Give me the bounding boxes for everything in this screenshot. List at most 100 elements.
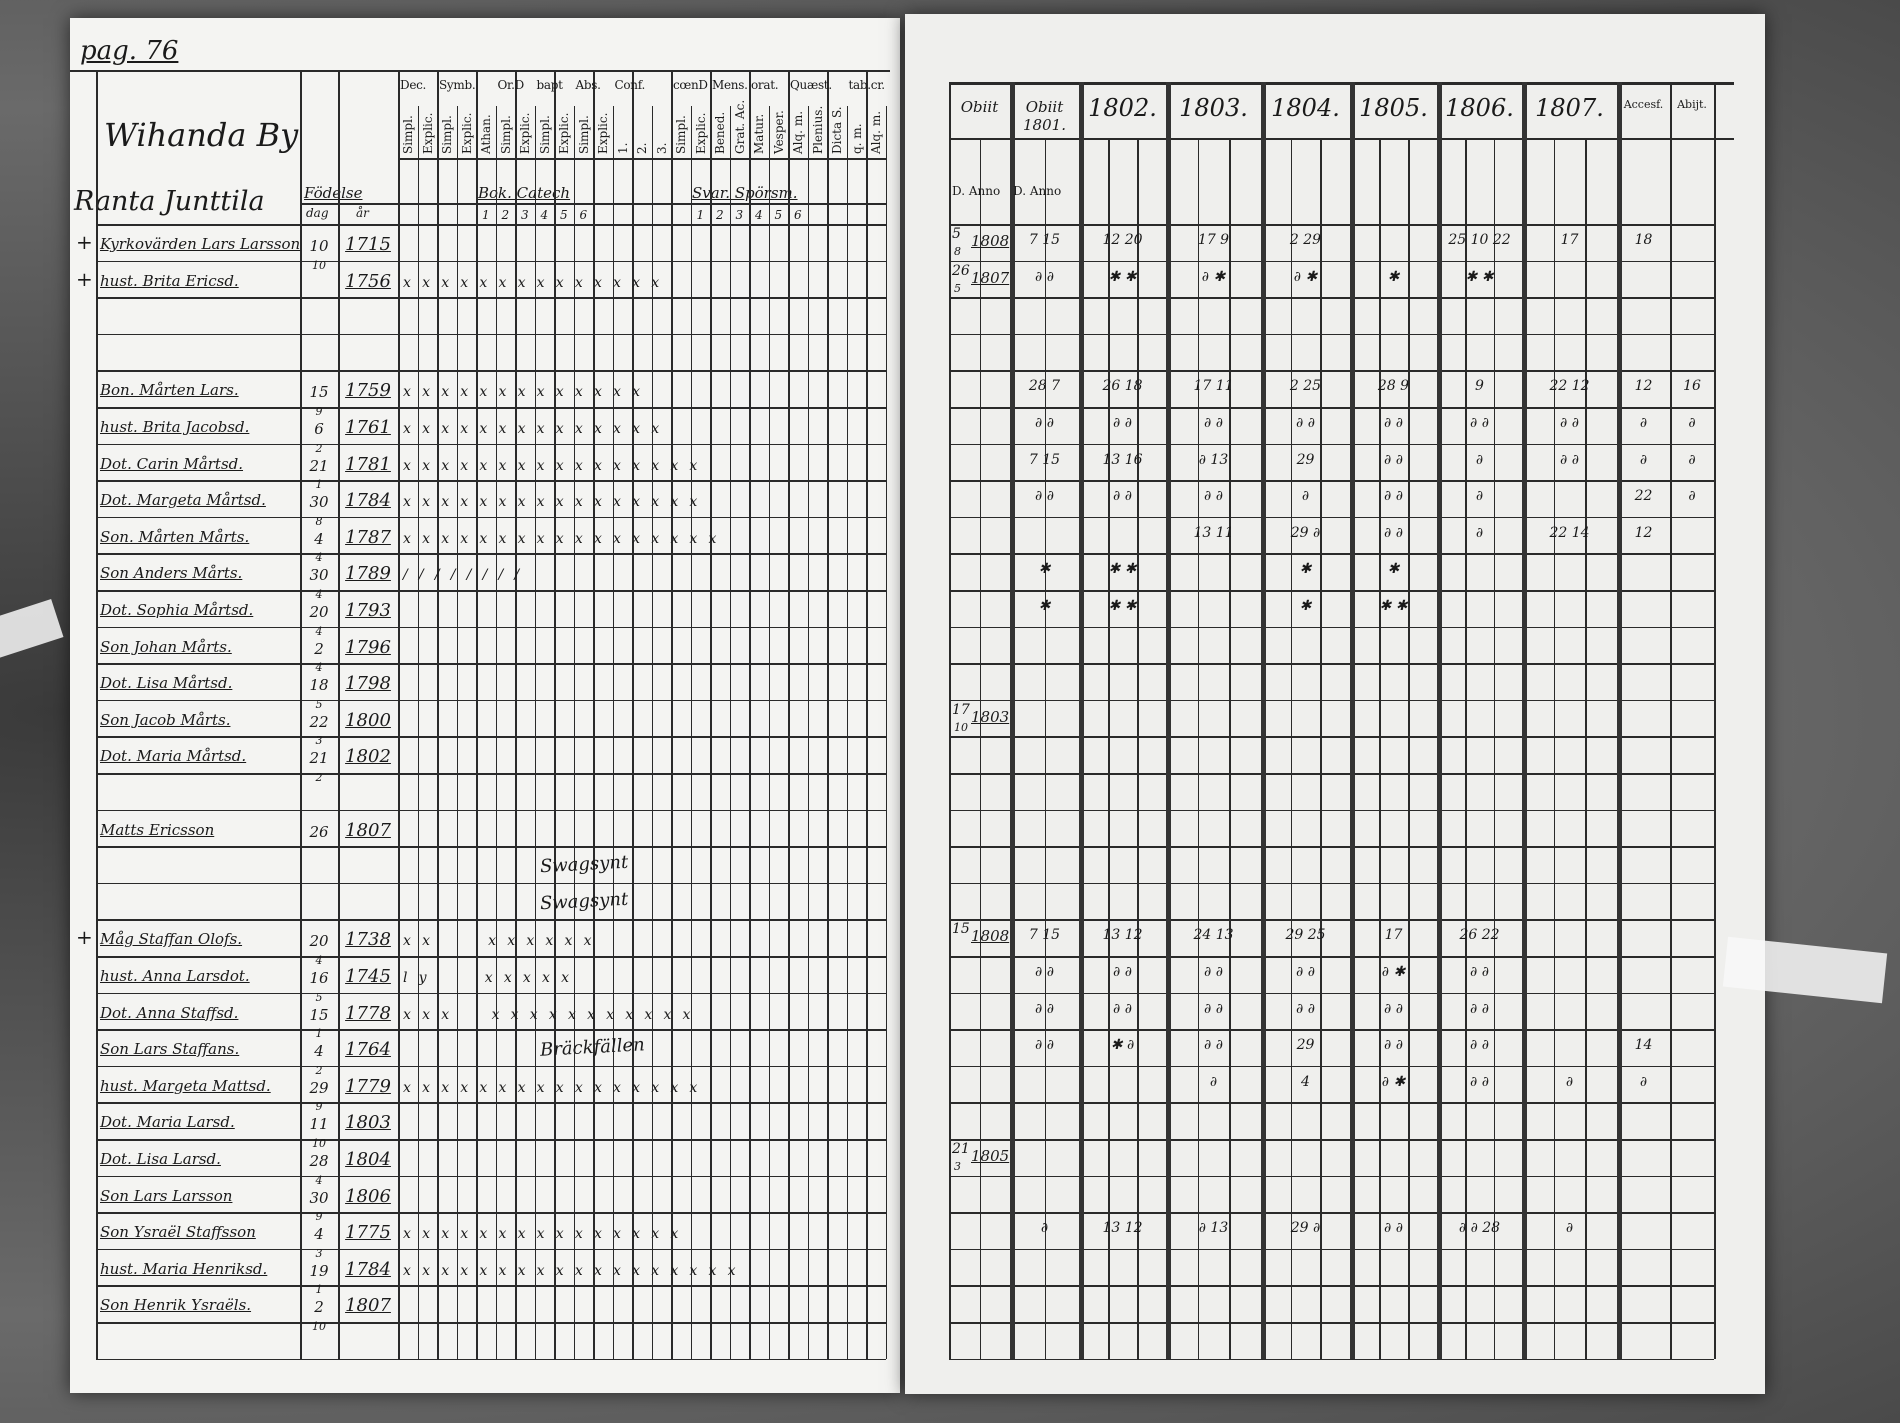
row-rule bbox=[949, 407, 1714, 409]
person-name: Son Henrik Ysraëls. bbox=[100, 1296, 252, 1315]
row-rule bbox=[96, 956, 886, 958]
birth-day: 30 bbox=[309, 493, 329, 512]
row-rule bbox=[949, 699, 1714, 702]
row-rule bbox=[96, 1139, 886, 1141]
table-row: Dot. Lisa Mårtsd. 18 4 1798 bbox=[70, 661, 886, 700]
column-rule bbox=[417, 106, 419, 1359]
table-row: 2 bbox=[70, 771, 886, 810]
examination-marks: xxxxxxxxxxxxxxxx bbox=[403, 457, 709, 474]
column-group-header: bapt bbox=[536, 78, 563, 92]
row-rule bbox=[949, 1102, 1714, 1104]
reading-mark: ∂ ∂ bbox=[1384, 1037, 1403, 1054]
reading-mark: ∂ bbox=[1475, 488, 1484, 505]
examination-marks: xxxxxxxxxxxxxxx bbox=[403, 1226, 690, 1243]
birth-day: 21 bbox=[309, 749, 329, 768]
column-rule bbox=[476, 70, 478, 1359]
row-rule bbox=[96, 736, 886, 738]
row-rule bbox=[96, 1102, 886, 1104]
birth-year: 1802 bbox=[345, 746, 391, 768]
row-rule bbox=[949, 992, 1714, 995]
cross-mark: + bbox=[76, 925, 93, 950]
row-rule bbox=[949, 1212, 1714, 1214]
row-rule bbox=[96, 590, 886, 592]
row-rule bbox=[96, 516, 886, 519]
birth-year: 1793 bbox=[345, 600, 391, 621]
column-header: 1804. bbox=[1271, 94, 1340, 122]
death-month: 5 bbox=[954, 281, 961, 295]
birth-month: 1 bbox=[315, 1027, 323, 1041]
annotation: Swagsynt bbox=[539, 888, 629, 915]
sub-column-rule bbox=[1044, 140, 1046, 1359]
sub-column-header: 3. bbox=[654, 142, 669, 154]
writing-number: 6 bbox=[794, 208, 802, 222]
birth-year: 1787 bbox=[345, 526, 391, 548]
reading-mark: ∂ bbox=[1639, 1073, 1648, 1090]
writing-number: 4 bbox=[755, 208, 763, 222]
person-name: Matts Ericsson bbox=[100, 820, 215, 839]
birth-year: 1745 bbox=[345, 966, 391, 987]
column-rule bbox=[554, 70, 556, 1359]
column-rule bbox=[437, 70, 439, 1359]
death-year: 1808 bbox=[971, 232, 1010, 250]
reading-mark: 12 bbox=[1634, 378, 1653, 395]
reading-mark: ∂ ∂ bbox=[1384, 488, 1403, 505]
examination-marks: xxxxxxxxxxxxxxxxx bbox=[403, 530, 728, 547]
row-rule bbox=[96, 809, 886, 812]
reading-number: 4 bbox=[540, 208, 549, 222]
column-header: 1805. bbox=[1359, 94, 1428, 122]
birth-year: 1781 bbox=[345, 453, 391, 475]
person-name: Son Ysraël Staffsson bbox=[100, 1223, 256, 1242]
column-rule bbox=[398, 70, 400, 1359]
column-group-header: Mens. bbox=[712, 78, 748, 92]
sub-column-rule bbox=[1465, 140, 1467, 1359]
birth-month: 8 bbox=[315, 514, 323, 528]
row-rule bbox=[949, 1358, 1714, 1361]
death-year: 1805 bbox=[971, 1147, 1010, 1165]
person-name: Dot. Sophia Mårtsd. bbox=[100, 601, 254, 619]
row-rule bbox=[949, 590, 1714, 592]
reading-mark: ∂ ∂ bbox=[1560, 415, 1579, 431]
reading-mark: ∂ ∂ 28 bbox=[1458, 1220, 1501, 1237]
row-rule bbox=[949, 1322, 1714, 1324]
reading-mark: 12 20 bbox=[1102, 232, 1143, 248]
birth-month: 5 bbox=[315, 990, 323, 1004]
reading-number: 3 bbox=[521, 208, 529, 222]
row-rule bbox=[96, 480, 886, 482]
row-rule bbox=[96, 297, 886, 299]
table-row: Son Ysraël Staffsson 4 9 1775 xxxxxxxxxxxxxx… bbox=[70, 1210, 886, 1249]
person-name: hust. Maria Henriksd. bbox=[100, 1259, 268, 1278]
row-rule bbox=[96, 882, 886, 885]
column-group-header: tab.cr. bbox=[848, 78, 886, 92]
person-name: Dot. Maria Mårtsd. bbox=[100, 747, 247, 766]
row-rule bbox=[949, 1065, 1714, 1068]
birth-month: 5 bbox=[315, 697, 323, 711]
reading-mark: ∂ ∂ bbox=[1204, 488, 1223, 505]
sub-column-header: Simpl. bbox=[498, 115, 513, 154]
birth-year: 1759 bbox=[345, 380, 391, 402]
sub-column-rule bbox=[1290, 140, 1293, 1359]
birth-day: 2 bbox=[314, 1298, 324, 1317]
table-row: Dot. Anna Staffsd. 15 5 1778 xxx xxxxxxxxxxx bbox=[70, 990, 886, 1030]
sub-column-header: Simpl. bbox=[537, 115, 552, 154]
column-header: 1803. bbox=[1179, 94, 1248, 122]
person-name: Kyrkovärden Lars Larsson bbox=[100, 235, 301, 253]
reading-mark: ∂ bbox=[1475, 451, 1484, 468]
table-row: Dot. Maria Mårtsd. 21 3 1802 bbox=[70, 734, 886, 773]
sub-column-header: 2. bbox=[635, 142, 649, 154]
column-group-header: Or.D bbox=[497, 78, 525, 92]
writing-number: 5 bbox=[774, 208, 783, 222]
table-row: Son Anders Mårts. 30 4 1789 //////// bbox=[70, 551, 886, 590]
sub-header: D. Anno bbox=[952, 184, 1001, 198]
row-rule bbox=[949, 809, 1714, 812]
sub-column-header: Simpl. bbox=[401, 115, 415, 154]
table-row: Dot. Maria Larsd. 11 9 1803 bbox=[70, 1100, 886, 1139]
writing-number: 2 bbox=[716, 208, 724, 222]
table-row: Dot. Lisa Larsd. 28 10 1804 bbox=[70, 1137, 886, 1176]
reading-mark: 25 10 22 bbox=[1448, 232, 1511, 248]
table-row bbox=[70, 334, 886, 371]
sub-column-header: Bened. bbox=[713, 111, 727, 154]
reading-mark: ✱ ✱ bbox=[1108, 598, 1137, 614]
table-row: Son Lars Staffans. 4 1 1764 bbox=[70, 1027, 886, 1066]
sub-column-header: Explic. bbox=[557, 112, 571, 154]
reading-mark: 28 9 bbox=[1377, 378, 1410, 395]
